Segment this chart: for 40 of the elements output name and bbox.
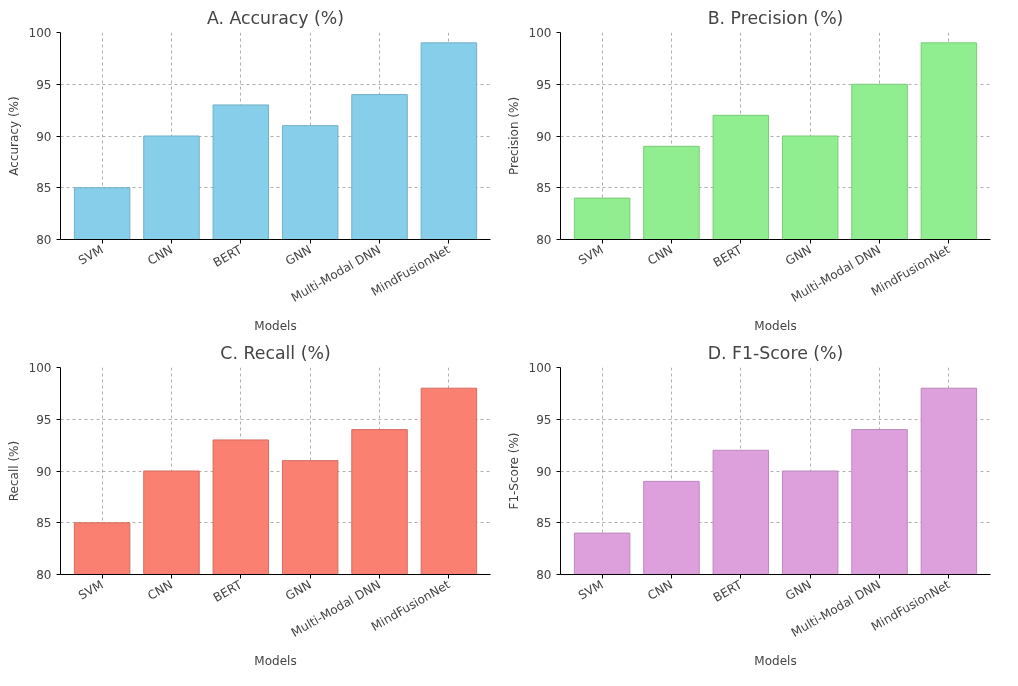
y-tick-label: 95 <box>536 77 552 92</box>
y-tick-label: 80 <box>36 568 52 582</box>
y-tick-label: 85 <box>536 181 552 196</box>
x-axis-title: Models <box>754 318 797 333</box>
x-tick-label: CNN <box>645 242 675 268</box>
x-tick-label: SVM <box>575 242 606 268</box>
y-tick-label: 90 <box>36 129 52 144</box>
y-tick-label: 100 <box>28 26 52 40</box>
x-tick-label: CNN <box>645 577 675 603</box>
y-tick-label: 85 <box>36 181 52 196</box>
y-tick-label: 95 <box>36 412 52 427</box>
chart-title: A. Accuracy (%) <box>206 7 345 28</box>
y-tick-label: 90 <box>36 464 52 479</box>
y-axis-title: Precision (%) <box>506 96 521 176</box>
y-tick-label: 80 <box>536 233 552 247</box>
y-tick-label: 80 <box>536 568 552 582</box>
y-tick-label: 85 <box>36 516 52 531</box>
y-axis-title: F1-Score (%) <box>506 432 521 510</box>
chart-title: D. F1-Score (%) <box>707 342 844 363</box>
y-tick-label: 95 <box>36 77 52 92</box>
y-axis-title: Accuracy (%) <box>6 96 21 176</box>
x-axis-title: Models <box>754 653 797 668</box>
x-tick-label: SVM <box>75 577 106 603</box>
y-tick-label: 80 <box>36 233 52 247</box>
x-tick-label: CNN <box>145 242 175 268</box>
x-tick-label: SVM <box>75 242 106 268</box>
y-tick-label: 100 <box>528 26 552 40</box>
y-tick-label: 90 <box>536 464 552 479</box>
chart-title: C. Recall (%) <box>220 342 331 363</box>
y-tick-label: 95 <box>536 412 552 427</box>
y-tick-label: 90 <box>536 129 552 144</box>
chart-title: B. Precision (%) <box>707 7 844 28</box>
x-axis-title: Models <box>254 653 297 668</box>
y-tick-label: 85 <box>536 516 552 531</box>
y-tick-label: 100 <box>28 361 52 375</box>
y-axis-title: Recall (%) <box>6 440 21 502</box>
y-tick-label: 100 <box>528 361 552 375</box>
x-tick-label: CNN <box>145 577 175 603</box>
x-axis-title: Models <box>254 318 297 333</box>
x-tick-label: SVM <box>575 577 606 603</box>
